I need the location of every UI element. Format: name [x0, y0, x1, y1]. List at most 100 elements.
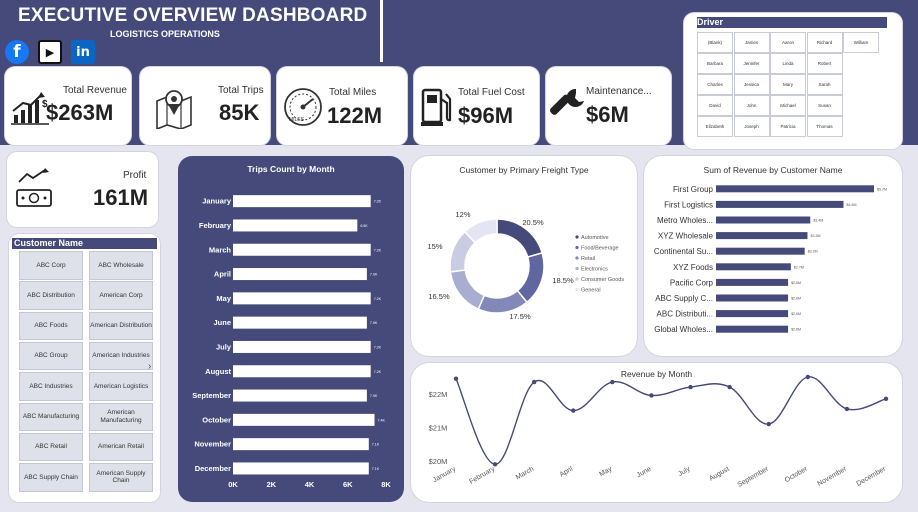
- customer-option-abc-wholesale[interactable]: ABC Wholesale: [89, 251, 153, 280]
- driver-option-susan[interactable]: Susan: [806, 95, 843, 116]
- revenue-y-tick-label: $22M: [429, 390, 448, 399]
- customer-option-american-corp[interactable]: American Corp: [89, 281, 153, 310]
- linkedin-icon[interactable]: in: [71, 40, 95, 64]
- trips-bar-march[interactable]: [233, 243, 371, 256]
- customer-option-american-supply-chain[interactable]: American Supply Chain: [89, 463, 153, 492]
- trips-bar-august[interactable]: [233, 365, 371, 378]
- trips-x-tick-label: 8K: [381, 480, 391, 489]
- customer-bar-metro-wholes[interactable]: [716, 216, 811, 224]
- trips-bar-may[interactable]: [233, 292, 371, 305]
- driver-option-william[interactable]: William: [843, 32, 879, 53]
- customer-option-abc-foods[interactable]: ABC Foods: [19, 311, 83, 341]
- driver-option-aaron[interactable]: Aaron: [770, 32, 806, 53]
- revenue-point-april[interactable]: [571, 408, 576, 413]
- customer-bar-first-group[interactable]: [716, 185, 874, 193]
- customer-option-abc-distribution[interactable]: ABC Distribution: [19, 281, 83, 310]
- driver-option-elizabeth[interactable]: Elizabeth: [697, 116, 733, 137]
- revenue-point-october[interactable]: [805, 374, 811, 380]
- kpi-card-total-revenue: $ Total Revenue $263M: [5, 67, 131, 145]
- trips-bar-december[interactable]: [233, 462, 369, 475]
- revenue-point-august[interactable]: [727, 384, 732, 390]
- revenue-point-december[interactable]: [883, 396, 889, 402]
- customer-option-abc-corp[interactable]: ABC Corp: [19, 251, 83, 280]
- trips-by-month-chart: January 7.2K February 6.5K March 7.2K April 7.0…: [192, 195, 391, 489]
- trips-bar-june[interactable]: [233, 316, 367, 329]
- freight-slice-retail[interactable]: [477, 289, 529, 314]
- customer-bar-abc-distributi[interactable]: [716, 310, 789, 318]
- driver-option-jessica[interactable]: Jessica: [733, 74, 770, 95]
- driver-option-barbara[interactable]: Barbara: [697, 53, 733, 74]
- trips-data-label: 7.2K: [374, 297, 382, 301]
- customer-option-american-manufacturing[interactable]: American Manufacturing: [89, 402, 153, 431]
- revenue-point-may[interactable]: [610, 379, 615, 385]
- trips-bar-july[interactable]: [233, 340, 371, 353]
- trips-category-label: January: [202, 197, 232, 206]
- driver-option-robert[interactable]: Robert: [806, 53, 843, 74]
- freight-legend-label[interactable]: Consumer Goods: [581, 277, 624, 283]
- trips-category-label: April: [214, 270, 231, 279]
- customer-option-american-distribution[interactable]: American Distribution: [89, 311, 153, 341]
- revenue-point-september[interactable]: [766, 421, 771, 427]
- revenue-point-june[interactable]: [649, 393, 654, 398]
- customer-option-american-logistics[interactable]: American Logistics: [89, 372, 153, 401]
- trips-bar-october[interactable]: [233, 413, 375, 426]
- youtube-icon[interactable]: ▶: [38, 40, 62, 64]
- revenue-point-january[interactable]: [453, 376, 459, 381]
- freight-legend-label[interactable]: Food/Beverage: [581, 246, 619, 252]
- customer-option-abc-manufacturing[interactable]: ABC Manufacturing: [19, 402, 83, 431]
- freight-slice-electronics[interactable]: [449, 269, 486, 311]
- driver-option-blank[interactable]: (Blank): [697, 32, 733, 53]
- driver-option-john[interactable]: John: [733, 95, 770, 116]
- trips-data-label: 7.1K: [372, 443, 380, 447]
- kpi-card-maintenance: Maintenance... $6M: [546, 67, 671, 145]
- customer-bar-continental-su[interactable]: [716, 247, 805, 255]
- trips-category-label: October: [202, 415, 231, 424]
- trips-data-label: 7.0K: [370, 273, 378, 277]
- trips-bar-april[interactable]: [233, 268, 367, 281]
- money-trend-icon: [16, 168, 52, 207]
- trips-bar-january[interactable]: [233, 195, 371, 208]
- driver-option-jennifer[interactable]: Jennifer: [733, 53, 770, 74]
- driver-option-thomas[interactable]: Thomas: [806, 116, 843, 137]
- customer-option-abc-retail[interactable]: ABC Retail: [19, 432, 83, 462]
- freight-legend-label[interactable]: Automotive: [581, 235, 609, 241]
- driver-option-patricia[interactable]: Patricia: [770, 116, 806, 137]
- customer-option-abc-industries[interactable]: ABC Industries: [19, 372, 83, 401]
- driver-option-james[interactable]: James: [733, 32, 770, 53]
- customer-bar-abc-supply-c[interactable]: [716, 294, 789, 302]
- driver-option-sarah[interactable]: Sarah: [806, 74, 843, 95]
- customer-bar-first-logistics[interactable]: [716, 200, 844, 208]
- driver-option-david[interactable]: David: [697, 95, 733, 116]
- revenue-point-november[interactable]: [844, 406, 850, 412]
- revenue-point-february[interactable]: [492, 462, 498, 467]
- customer-option-american-retail[interactable]: American Retail: [89, 432, 153, 462]
- driver-option-mary[interactable]: Mary: [770, 74, 806, 95]
- customer-bar-xyz-wholesale[interactable]: [716, 232, 808, 240]
- driver-option-joseph[interactable]: Joseph: [733, 116, 770, 137]
- driver-option-michael[interactable]: Michael: [770, 95, 806, 116]
- kpi-value: 122M: [327, 103, 383, 128]
- revenue-x-tick-label: October: [784, 465, 810, 484]
- revenue-point-july[interactable]: [688, 384, 693, 390]
- customer-data-label: $3.3M: [810, 234, 820, 238]
- trips-bar-september[interactable]: [233, 389, 367, 402]
- kpi-label: Total Fuel Cost: [458, 87, 525, 98]
- customer-bar-pacific-corp[interactable]: [716, 278, 789, 286]
- facebook-icon[interactable]: f: [5, 40, 29, 64]
- customer-option-american-industries[interactable]: American Industries: [89, 341, 153, 371]
- slicer-scroll-arrow[interactable]: ›: [148, 361, 152, 372]
- trips-bar-february[interactable]: [233, 219, 358, 232]
- customer-bar-xyz-foods[interactable]: [716, 263, 791, 271]
- driver-option-charles[interactable]: Charles: [697, 74, 733, 95]
- customer-bar-global-wholes[interactable]: [716, 325, 789, 333]
- driver-option-linda[interactable]: Linda: [770, 53, 806, 74]
- driver-option-richard[interactable]: Richard: [806, 32, 843, 53]
- revenue-point-march[interactable]: [531, 379, 537, 385]
- freight-legend-label[interactable]: General: [581, 288, 601, 294]
- freight-slice-general[interactable]: [463, 218, 498, 244]
- customer-option-abc-group[interactable]: ABC Group: [19, 341, 83, 371]
- freight-legend-label[interactable]: Electronics: [581, 267, 608, 273]
- customer-option-abc-supply-chain[interactable]: ABC Supply Chain: [19, 463, 83, 492]
- freight-legend-label[interactable]: Retail: [581, 256, 595, 262]
- trips-bar-november[interactable]: [233, 438, 369, 451]
